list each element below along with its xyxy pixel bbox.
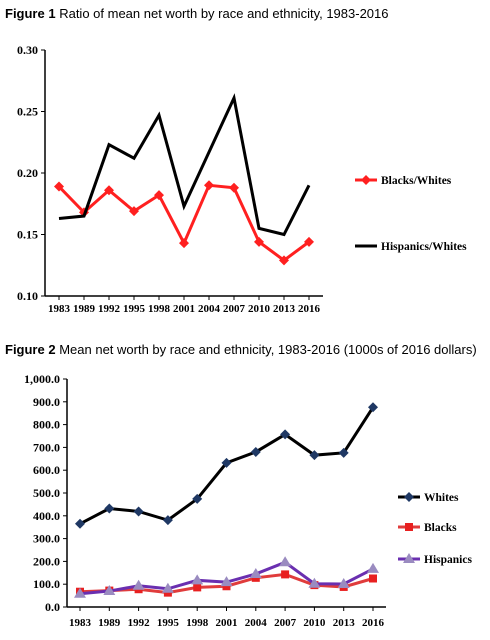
x-tick-label: 1983 [48,303,71,315]
series-line-hispanics-whites [58,93,311,237]
x-tick-label: 1983 [69,617,92,629]
x-tick-label: 2016 [362,617,385,629]
data-point [250,446,261,457]
data-point [229,182,239,193]
legend-marker [404,492,414,502]
data-point [280,429,291,440]
data-point [220,576,233,587]
figure2-label: Figure 2 [5,342,56,357]
legend-label: Whites [424,492,459,504]
x-tick-label: 1995 [123,303,146,315]
legend-label: Hispanics/Whites [381,241,467,253]
data-point [308,577,321,588]
data-point [367,562,379,573]
data-point [192,493,203,504]
data-point [75,518,85,529]
x-tick-label: 2013 [273,303,296,315]
y-tick-label: 600.0 [33,463,60,477]
figure1-caption: Figure 1 Ratio of mean net worth by race… [5,6,389,21]
legend-marker [403,553,415,563]
legend-label: Hispanics [424,554,472,566]
x-tick-label: 1989 [98,617,121,629]
figure2-title: Mean net worth by race and ethnicity, 19… [59,342,477,357]
y-tick-label: 0.0 [45,600,60,614]
x-tick-label: 1992 [128,617,151,629]
x-tick-label: 1989 [73,303,96,315]
x-tick-label: 1995 [157,617,180,629]
data-point [279,255,289,266]
y-tick-label: 400.0 [33,509,60,523]
legend-marker [361,175,371,185]
data-point [74,587,86,598]
x-tick-label: 1992 [98,303,121,315]
data-point [191,574,204,585]
data-point [132,579,145,590]
x-tick-label: 2001 [216,617,238,629]
data-point [161,582,174,593]
data-point [338,447,349,458]
y-tick-label: 300.0 [33,532,60,546]
x-tick-label: 2001 [173,303,195,315]
data-point [281,570,290,579]
figure2-caption: Figure 2 Mean net worth by race and ethn… [5,342,477,357]
data-point [104,185,114,196]
ratio-line-chart: 0.10 0.15 0.20 0.25 0.30 1983 1989 1992 1995 1998… [17,43,467,315]
data-point [337,577,350,588]
data-point [193,583,202,592]
y-tick-label: 500.0 [33,486,60,500]
data-point [54,181,64,192]
data-point [104,503,115,514]
data-point [103,585,116,596]
data-point [154,190,164,201]
x-tick-label: 2013 [333,617,356,629]
data-point [222,582,231,591]
y-tick-label: 0.10 [17,289,38,303]
data-point [304,236,314,247]
x-tick-label: 2016 [298,303,321,315]
y-tick-label: 0.30 [17,43,38,57]
data-point [254,236,264,247]
legend-marker [405,523,413,531]
data-point [162,515,173,526]
x-tick-label: 2004 [245,617,268,629]
y-tick-label: 1,000.0 [24,372,60,386]
x-tick-label: 1998 [148,303,171,315]
y-tick-label: 700.0 [33,440,60,454]
y-tick-label: 900.0 [33,395,60,409]
data-point [133,506,144,517]
y-tick-label: 100.0 [33,577,60,591]
y-tick-label: 200.0 [33,554,60,568]
figure1-title: Ratio of mean net worth by race and ethn… [59,6,389,21]
x-tick-label: 1998 [186,617,209,629]
x-tick-label: 2010 [303,617,326,629]
data-point [179,238,189,249]
data-point [309,450,320,461]
y-tick-label: 800.0 [33,418,60,432]
x-tick-label: 2004 [198,303,221,315]
data-point [249,567,262,578]
data-point [368,402,378,413]
y-tick-label: 0.15 [17,228,38,242]
legend-label: Blacks/Whites [381,175,452,187]
figure1-label: Figure 1 [5,6,56,21]
data-point [221,457,232,468]
data-point [129,206,139,217]
series-line-blacks-whites [57,183,310,263]
y-tick-label: 0.20 [17,166,38,180]
net-worth-line-chart: 0.0 100.0 200.0 300.0 400.0 500.0 600.0 700.0 80… [24,372,472,629]
data-point [279,556,292,567]
legend-label: Blacks [424,522,457,534]
x-tick-label: 2007 [223,303,246,315]
data-point [369,574,377,583]
x-tick-label: 2010 [248,303,271,315]
data-point [204,180,214,191]
y-tick-label: 0.25 [17,105,38,119]
x-tick-label: 2007 [274,617,297,629]
